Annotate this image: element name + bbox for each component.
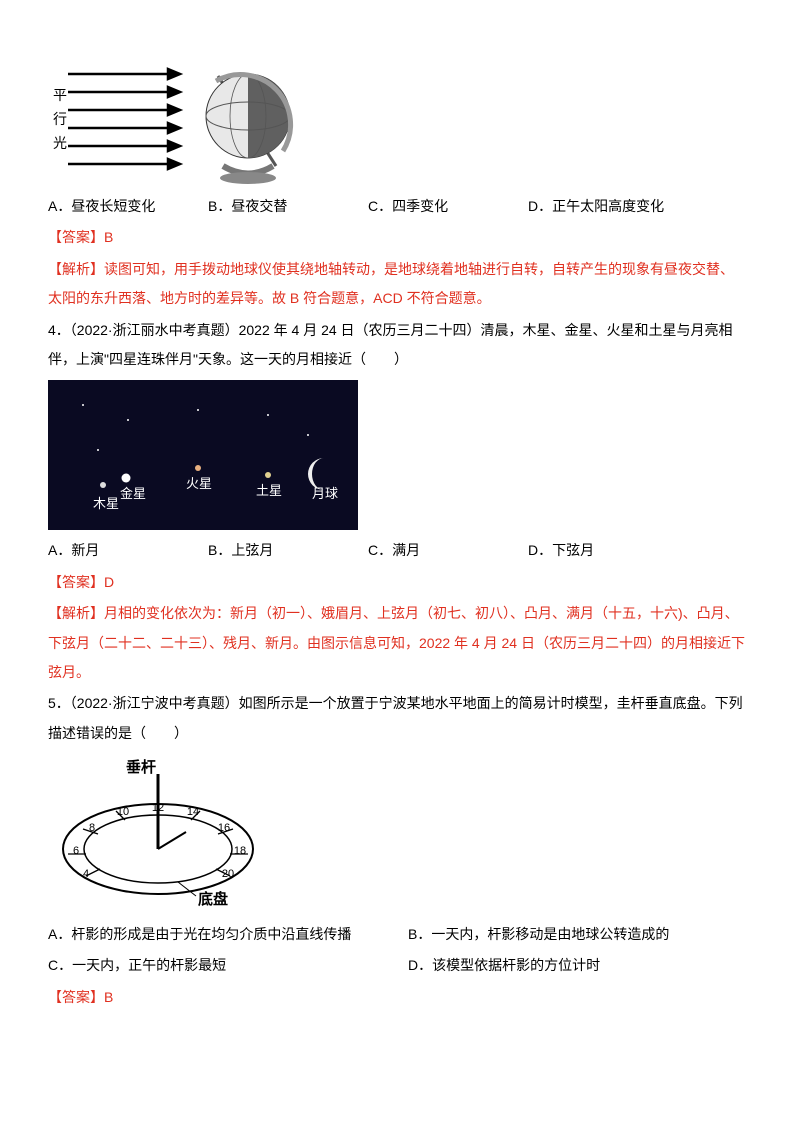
q4-options: A．新月 B．上弦月 C．满月 D．下弦月 bbox=[48, 536, 746, 565]
label-gnomon: 垂杆 bbox=[126, 758, 156, 776]
q3-explanation: 【解析】读图可知，用手拨动地球仪使其绕地轴转动，是地球绕着地轴进行自转，自转产生… bbox=[48, 255, 746, 314]
q3-answer: 【答案】B bbox=[48, 223, 746, 252]
q3-expl-label: 【解析】 bbox=[48, 261, 104, 277]
q4-option-b[interactable]: B．上弦月 bbox=[208, 536, 368, 565]
label-moon: 月球 bbox=[312, 486, 338, 501]
label-venus: 金星 bbox=[120, 486, 146, 501]
label-mars: 火星 bbox=[186, 476, 212, 491]
q4-stem: 4．（2022·浙江丽水中考真题）2022 年 4 月 24 日（农历三月二十四… bbox=[48, 316, 746, 375]
label-plate: 底盘 bbox=[198, 890, 228, 908]
q3-figure: 平 行 光 bbox=[48, 56, 746, 186]
q4-option-d[interactable]: D．下弦月 bbox=[528, 536, 728, 565]
q5-figure: 4 6 8 10 12 14 16 18 20 垂杆 底盘 bbox=[48, 754, 746, 914]
q3-option-a[interactable]: A．昼夜长短变化 bbox=[48, 192, 208, 221]
num-10: 10 bbox=[117, 806, 129, 818]
q4-figure: 木星 金星 火星 土星 月球 bbox=[48, 380, 746, 530]
label-saturn: 土星 bbox=[256, 483, 282, 498]
num-8: 8 bbox=[89, 822, 95, 834]
globe-arrows-svg: 平 行 光 bbox=[48, 56, 308, 186]
q5-options-row1: A．杆影的形成是由于光在均匀介质中沿直线传播 B．一天内，杆影移动是由地球公转造… bbox=[48, 920, 746, 949]
q4-expl-label: 【解析】 bbox=[48, 605, 104, 621]
num-4: 4 bbox=[83, 868, 89, 880]
num-6: 6 bbox=[73, 845, 79, 857]
label-xing: 行 bbox=[53, 111, 67, 127]
q5-option-a[interactable]: A．杆影的形成是由于光在均匀介质中沿直线传播 bbox=[48, 920, 408, 949]
num-18: 18 bbox=[234, 845, 246, 857]
q4-option-c[interactable]: C．满月 bbox=[368, 536, 528, 565]
q3-option-c[interactable]: C．四季变化 bbox=[368, 192, 528, 221]
q5-answer: 【答案】B bbox=[48, 983, 746, 1012]
q3-options: A．昼夜长短变化 B．昼夜交替 C．四季变化 D．正午太阳高度变化 bbox=[48, 192, 746, 221]
q5-option-d[interactable]: D．该模型依据杆影的方位计时 bbox=[408, 951, 600, 980]
night-sky-svg: 木星 金星 火星 土星 月球 bbox=[48, 380, 358, 530]
q4-answer: 【答案】D bbox=[48, 568, 746, 597]
num-14: 14 bbox=[187, 806, 199, 818]
q3-expl-text: 读图可知，用手拨动地球仪使其绕地轴转动，是地球绕着地轴进行自转，自转产生的现象有… bbox=[48, 261, 734, 306]
q5-stem: 5．（2022·浙江宁波中考真题）如图所示是一个放置于宁波某地水平地面上的简易计… bbox=[48, 689, 746, 748]
q5-options-row2: C．一天内，正午的杆影最短 D．该模型依据杆影的方位计时 bbox=[48, 951, 746, 980]
q4-expl-text: 月相的变化依次为：新月（初一）、娥眉月、上弦月（初七、初八）、凸月、满月（十五，… bbox=[48, 605, 745, 680]
label-jupiter: 木星 bbox=[93, 496, 119, 511]
sundial-svg: 4 6 8 10 12 14 16 18 20 垂杆 底盘 bbox=[48, 754, 268, 914]
num-16: 16 bbox=[218, 822, 230, 834]
num-20: 20 bbox=[222, 868, 234, 880]
label-ping: 平 bbox=[53, 87, 67, 103]
label-guang: 光 bbox=[53, 135, 67, 151]
q4-option-a[interactable]: A．新月 bbox=[48, 536, 208, 565]
q5-option-b[interactable]: B．一天内，杆影移动是由地球公转造成的 bbox=[408, 920, 669, 949]
q3-option-b[interactable]: B．昼夜交替 bbox=[208, 192, 368, 221]
q4-explanation: 【解析】月相的变化依次为：新月（初一）、娥眉月、上弦月（初七、初八）、凸月、满月… bbox=[48, 599, 746, 687]
q3-option-d[interactable]: D．正午太阳高度变化 bbox=[528, 192, 728, 221]
q5-option-c[interactable]: C．一天内，正午的杆影最短 bbox=[48, 951, 408, 980]
